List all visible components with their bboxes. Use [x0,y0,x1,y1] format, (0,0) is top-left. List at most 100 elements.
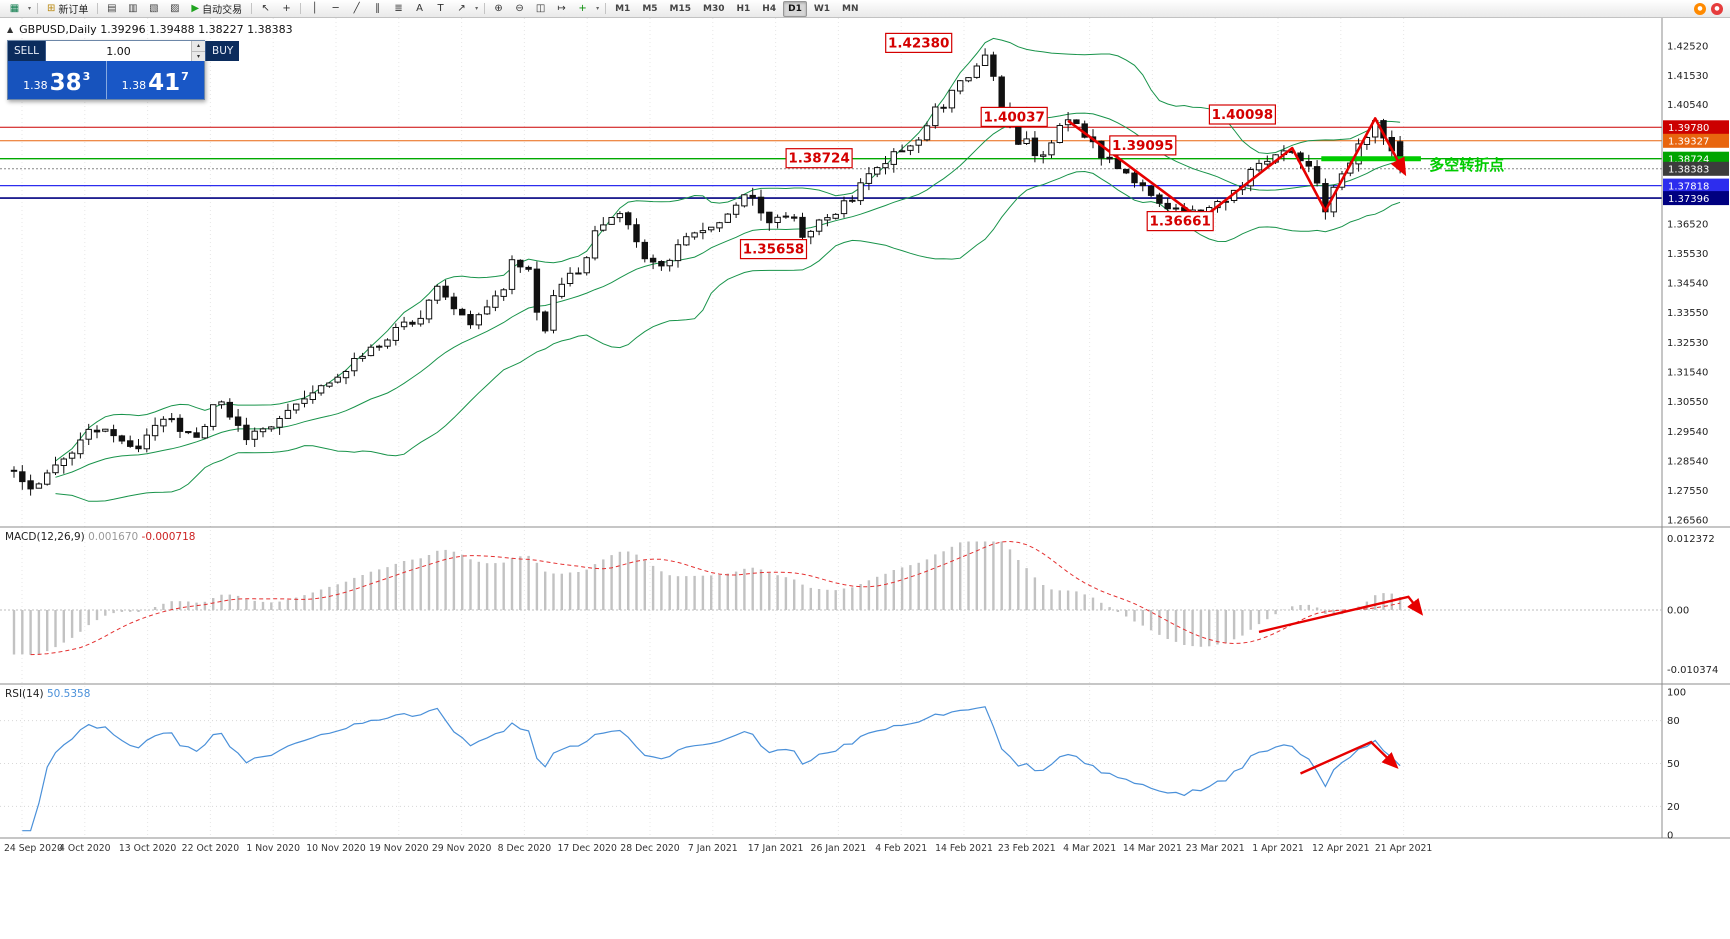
volume-input[interactable] [46,41,191,61]
price-callout-labels[interactable]: 1.42380 1.40037 1.38724 1.39095 1.40098 1.366… [739,32,1277,260]
rsi-trend-arrow[interactable] [1300,740,1399,775]
new-order-button-label: 新订单 [58,5,89,16]
new-order-button[interactable]: ⊞ 新订单 [41,0,94,17]
buy-button[interactable]: BUY [205,41,240,61]
volume-down-icon[interactable]: ▾ [192,51,205,61]
sell-price-big: 38 [49,70,82,97]
market-watch-icon[interactable]: ▤ [107,2,117,14]
toolbar-separator [484,3,486,14]
indicators-icon[interactable]: + [578,2,587,14]
fibonacci-icon[interactable]: ≣ [394,2,403,14]
auto-scroll-icon[interactable]: ↦ [557,2,566,14]
volume-up-icon[interactable]: ▴ [192,41,205,52]
svg-text:20: 20 [1667,802,1680,813]
svg-text:4 Feb 2021: 4 Feb 2021 [875,843,927,854]
chart-canvas[interactable]: 多空转折点 1.42380 1.40037 1.38724 1.39095 1.40098… [0,18,1730,939]
horizontal-line-icon[interactable]: ─ [332,2,339,14]
text-label-icon[interactable]: T [437,2,444,14]
svg-text:17 Dec 2020: 17 Dec 2020 [558,843,617,854]
timeframe-button-m1[interactable]: M1 [615,3,631,14]
terminal-icon[interactable]: ▨ [170,2,180,14]
text-icon[interactable]: A [416,2,424,14]
timeframe-button-mn[interactable]: MN [842,3,859,14]
svg-text:1.36661: 1.36661 [1149,214,1211,230]
buy-price-big: 41 [148,70,181,97]
svg-text:22 Oct 2020: 22 Oct 2020 [182,843,240,854]
new-order-icon: ⊞ [47,3,56,14]
macd-signal-line [30,540,1401,656]
timeframe-button-d1[interactable]: D1 [783,0,807,17]
svg-text:1.36520: 1.36520 [1667,220,1708,231]
svg-text:50: 50 [1667,759,1680,770]
toolbar-right-group: ● ● [1694,2,1726,15]
svg-text:1.35530: 1.35530 [1667,249,1708,260]
sell-button[interactable]: SELL [8,41,46,61]
svg-text:1.37818: 1.37818 [1668,181,1709,192]
arrow-tools-icon[interactable]: ↗ [457,2,466,14]
new-chart-caret[interactable]: ▾ [27,5,31,12]
svg-text:1.39095: 1.39095 [1112,138,1174,154]
navigator-icon[interactable]: ▧ [149,2,159,14]
vertical-line-icon[interactable]: │ [311,2,318,14]
svg-text:100: 100 [1667,688,1686,699]
autotrading-button[interactable]: ▶ 自动交易 [185,0,248,17]
timeframe-button-w1[interactable]: W1 [813,3,831,14]
timeframe-button-h1[interactable]: H1 [736,3,751,14]
timeframe-button-m30[interactable]: M30 [703,3,725,14]
svg-text:23 Mar 2021: 23 Mar 2021 [1186,843,1245,854]
zoom-in-icon[interactable]: ⊕ [494,2,503,14]
svg-text:19 Nov 2020: 19 Nov 2020 [369,843,429,854]
autotrading-icon: ▶ [191,3,200,14]
indicators-caret[interactable]: ▾ [596,5,600,12]
timeframe-button-m15[interactable]: M15 [669,3,692,14]
svg-text:29 Nov 2020: 29 Nov 2020 [432,843,492,854]
svg-text:1.41530: 1.41530 [1667,71,1708,82]
timeframe-button-m5[interactable]: M5 [642,3,658,14]
svg-text:1.29540: 1.29540 [1667,427,1708,438]
svg-text:26 Jan 2021: 26 Jan 2021 [811,843,867,854]
trend-zigzag-annotation[interactable] [1067,117,1407,221]
trendline-icon[interactable]: ╱ [353,2,360,14]
tile-windows-icon[interactable]: ◫ [535,2,546,14]
svg-text:0.00: 0.00 [1667,606,1689,617]
sell-price-button[interactable]: 1.38 38 3 [8,61,107,99]
svg-text:1.42520: 1.42520 [1667,41,1708,52]
rsi-line [22,706,1401,832]
svg-text:1.38724: 1.38724 [1668,155,1709,166]
autotrading-button-label: 自动交易 [202,5,243,16]
svg-text:1.38383: 1.38383 [1668,165,1709,176]
svg-text:23 Feb 2021: 23 Feb 2021 [998,843,1056,854]
svg-text:4 Mar 2021: 4 Mar 2021 [1063,843,1116,854]
svg-text:24 Sep 2020: 24 Sep 2020 [4,843,63,854]
volume-spinner: ▴ ▾ [191,41,205,61]
zoom-out-icon[interactable]: ⊖ [515,2,524,14]
buy-price-button[interactable]: 1.38 41 7 [106,61,204,99]
svg-text:1.42380: 1.42380 [888,35,950,51]
toolbar-separator [251,3,253,14]
equidistant-channel-icon[interactable]: ∥ [375,2,381,14]
overlay-orange-icon[interactable]: ● [1694,2,1706,15]
crosshair-icon[interactable]: + [282,2,291,14]
timeframe-button-h4[interactable]: H4 [762,3,777,14]
main-toolbar: ▦ ▾ ⊞ 新订单 ▤ ▥ ▧ ▨ ▶ 自动交易 ↖ + │ ─ ╱ ∥ ≣ A T ↗ ▾ ⊕ ⊖ ◫ ↦ + ▾ M1 M5 M15 M… [0,0,1730,18]
collapse-panel-icon[interactable]: ▲ [7,25,14,34]
svg-text:1.40540: 1.40540 [1667,100,1708,111]
volume-control: ▴ ▾ [46,41,205,61]
svg-text:7 Jan 2021: 7 Jan 2021 [688,843,738,854]
data-window-icon[interactable]: ▥ [128,2,138,14]
cursor-icon[interactable]: ↖ [261,2,270,14]
trade-panel-top-row: SELL ▴ ▾ BUY [8,41,240,61]
candlesticks [10,48,1404,496]
rsi-indicator-label: RSI(14) 50.5358 [5,688,90,700]
svg-text:1.27550: 1.27550 [1667,486,1708,497]
svg-text:21 Apr 2021: 21 Apr 2021 [1375,843,1433,854]
svg-text:1.30550: 1.30550 [1667,397,1708,408]
macd-indicator-label: MACD(12,26,9) 0.001670 -0.000718 [5,531,195,543]
svg-text:17 Jan 2021: 17 Jan 2021 [748,843,804,854]
macd-trend-arrow[interactable] [1258,595,1424,634]
overlay-red-icon[interactable]: ● [1711,2,1723,15]
arrow-tools-caret[interactable]: ▾ [475,5,479,12]
new-chart-icon[interactable]: ▦ [9,2,20,14]
